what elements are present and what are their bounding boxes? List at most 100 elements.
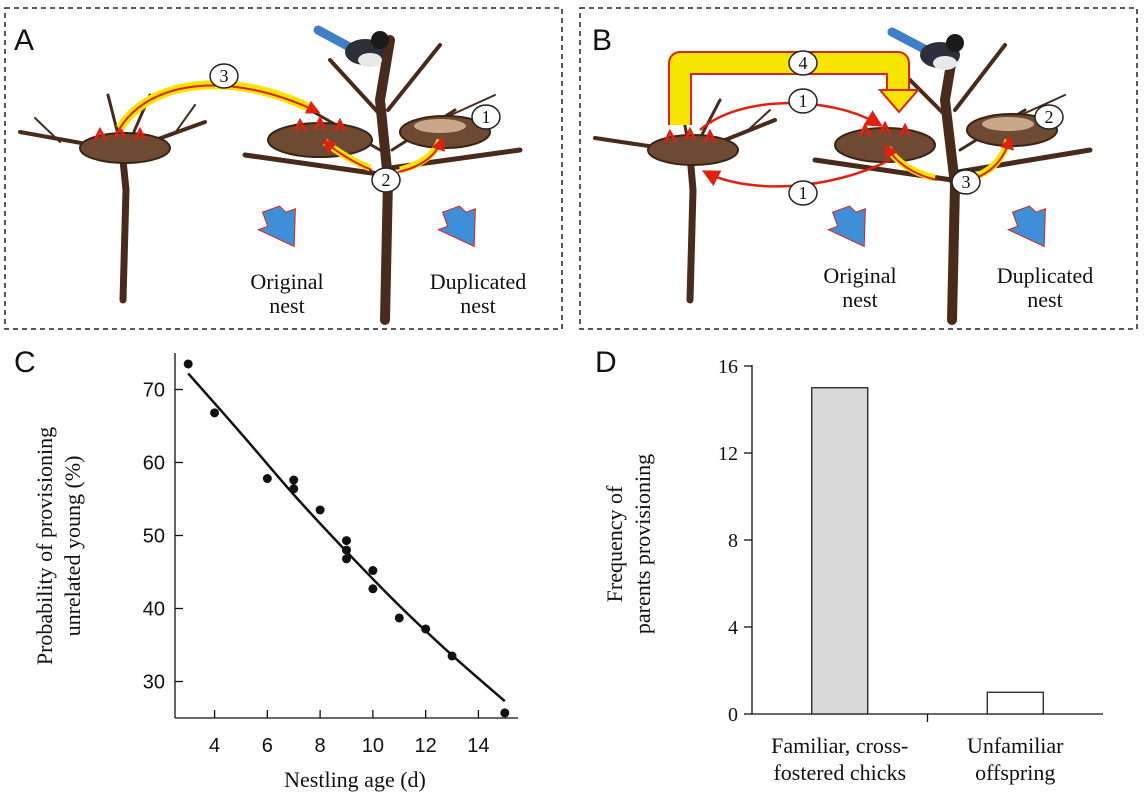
svg-text:1: 1: [799, 183, 808, 203]
arrow-2-left-outline: [321, 139, 373, 171]
data-point: [447, 651, 457, 661]
svg-text:nest: nest: [1027, 287, 1062, 312]
svg-text:4: 4: [799, 53, 808, 73]
category-label: Familiar, cross-: [771, 733, 908, 758]
step-badge-2: 2: [371, 167, 401, 193]
label-original-nest: Original: [250, 269, 323, 294]
svg-text:3: 3: [220, 66, 229, 86]
magpie-icon: [313, 25, 389, 67]
c-y-ticks: 30 40 50 60 70: [143, 380, 183, 694]
bar: [986, 691, 1044, 715]
tree-left-b: [593, 98, 777, 304]
panel-a-letter: A: [14, 24, 34, 57]
data-points: [183, 359, 510, 718]
y-tick-label: 40: [143, 599, 165, 621]
data-point: [342, 536, 351, 546]
step-badge-1-lower: 1: [788, 180, 818, 206]
data-point: [262, 474, 272, 484]
data-point: [500, 708, 510, 718]
y-tick-label: 0: [728, 704, 738, 726]
x-tick-label: 12: [415, 735, 437, 757]
panel-d-letter: D: [595, 346, 617, 379]
panel-d: D Frequency of parents provisioning 0 4 8 1…: [595, 346, 1103, 785]
category-label: Unfamiliar: [967, 733, 1064, 758]
y-tick-label: 70: [143, 380, 165, 402]
nest-cup-icon: [982, 117, 1034, 131]
panel-a-border: [4, 7, 563, 330]
data-point: [289, 475, 299, 485]
arrow-3-a: [116, 80, 312, 131]
data-point: [342, 545, 351, 555]
label-duplicated-nest: Duplicated: [430, 269, 527, 294]
arrow-3-a-outline: [119, 84, 321, 129]
panel-b-border: [579, 7, 1138, 330]
step-badge-3: 3: [951, 169, 981, 195]
svg-text:1: 1: [799, 91, 808, 111]
svg-text:3: 3: [962, 172, 971, 192]
panel-c: C Probability of provisioning unrelated …: [14, 346, 518, 792]
c-x-ticks: 4 6 8 10 12 14: [209, 710, 490, 757]
x-tick-label: 14: [467, 735, 489, 757]
y-tick-label: 8: [728, 530, 738, 552]
data-point: [315, 505, 325, 515]
svg-text:nest: nest: [842, 287, 877, 312]
blue-arrow-icon: [826, 205, 866, 248]
step-badge-1-upper: 1: [788, 88, 818, 114]
chicks-icon: [293, 115, 347, 132]
panel-b-letter: B: [592, 24, 612, 57]
panel-d-ylabel: Frequency of parents provisioning: [602, 454, 655, 634]
x-tick-label: 4: [209, 735, 220, 757]
label-original-nest: Original: [823, 263, 896, 288]
step-badge-2: 2: [1034, 104, 1064, 130]
svg-text:nest: nest: [460, 293, 495, 318]
magpie-icon: [887, 27, 964, 70]
arrow-3-left-outline: [884, 143, 938, 181]
panel-c-ylabel: Probability of provisioning unrelated yo…: [32, 427, 85, 665]
blue-arrow-icon: [436, 205, 476, 248]
data-point: [342, 554, 351, 564]
data-point: [368, 566, 378, 576]
data-point: [368, 584, 378, 594]
bars: [811, 387, 1044, 715]
nest-icon: [647, 134, 739, 166]
svg-text:Probability of provisioning: Probability of provisioning: [32, 427, 57, 665]
data-point: [394, 613, 404, 623]
d-y-ticks: 0 4 8 12 16: [718, 356, 929, 726]
svg-text:Frequency of: Frequency of: [602, 485, 627, 602]
bar: [811, 387, 869, 715]
data-point: [183, 359, 193, 369]
arrow-3-right: [970, 139, 1012, 182]
y-tick-label: 16: [718, 356, 738, 378]
nest-cup-icon: [414, 119, 466, 133]
x-tick-label: 6: [262, 735, 273, 757]
blue-arrow-icon: [256, 205, 296, 248]
data-point: [421, 624, 431, 634]
d-category-labels: Familiar, cross-fostered chicks Unfamilia…: [771, 733, 1064, 785]
y-tick-label: 60: [143, 453, 165, 475]
c-x-label: Nestling age (d): [284, 767, 426, 792]
chicks-icon: [663, 126, 717, 143]
svg-text:nest: nest: [269, 293, 304, 318]
svg-text:unrelated young (%): unrelated young (%): [60, 456, 85, 637]
nest-icon: [79, 132, 171, 164]
panel-b: B: [579, 7, 1138, 330]
category-label: offspring: [975, 760, 1055, 785]
x-tick-label: 10: [362, 735, 384, 757]
data-point: [210, 408, 220, 418]
y-tick-label: 50: [143, 526, 165, 548]
y-tick-label: 12: [718, 443, 738, 465]
original-nest-icon: [834, 127, 936, 163]
label-duplicated-nest: Duplicated: [997, 263, 1094, 288]
y-tick-label: 4: [728, 617, 738, 639]
svg-text:1: 1: [482, 107, 491, 127]
arrow-4-head: [877, 89, 921, 114]
y-tick-label: 30: [143, 672, 165, 694]
svg-text:parents provisioning: parents provisioning: [630, 454, 655, 634]
x-tick-label: 8: [315, 735, 326, 757]
step-badge-4: 4: [788, 50, 818, 76]
svg-text:2: 2: [382, 170, 391, 190]
step-badge-3: 3: [209, 63, 239, 89]
panel-a: A: [4, 7, 563, 330]
original-nest-icon: [267, 122, 373, 158]
